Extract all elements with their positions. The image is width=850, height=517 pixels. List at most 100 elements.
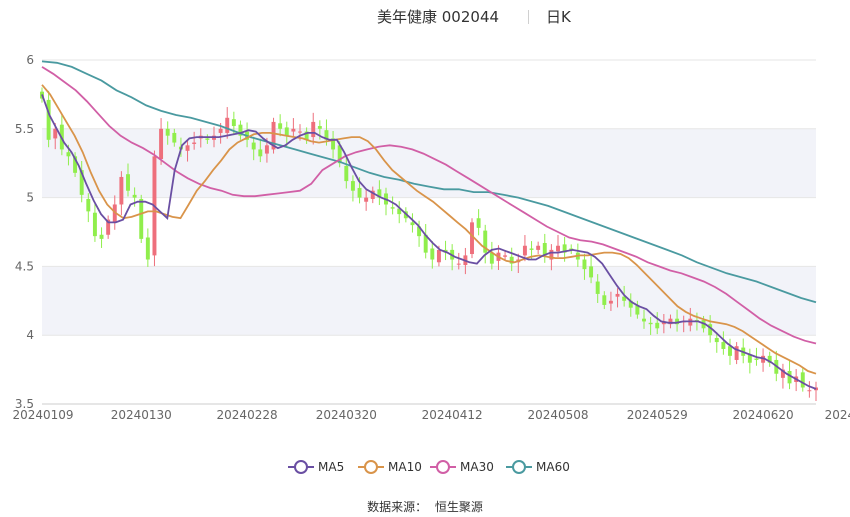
candle[interactable] — [172, 128, 177, 147]
candle[interactable] — [159, 118, 164, 165]
legend-item-ma5[interactable]: MA5 — [288, 458, 344, 476]
candle[interactable] — [205, 134, 210, 144]
candle[interactable] — [635, 300, 640, 319]
candle[interactable] — [470, 218, 474, 259]
candle[interactable] — [291, 118, 296, 138]
candle[interactable] — [655, 312, 660, 335]
candle[interactable] — [668, 314, 673, 329]
candle[interactable] — [569, 244, 574, 255]
candle[interactable] — [126, 163, 130, 197]
candle-body — [225, 117, 230, 133]
candle[interactable] — [86, 193, 91, 223]
legend-label: MA60 — [536, 460, 570, 474]
candle[interactable] — [119, 171, 124, 216]
candle[interactable] — [728, 338, 732, 365]
candle[interactable] — [145, 228, 150, 267]
candle[interactable] — [456, 252, 461, 270]
candle[interactable] — [370, 186, 375, 204]
candle[interactable] — [304, 127, 309, 144]
candle[interactable] — [278, 114, 283, 137]
candle[interactable] — [814, 381, 818, 401]
candle[interactable] — [780, 363, 785, 389]
candle[interactable] — [747, 348, 752, 374]
candle[interactable] — [476, 209, 481, 236]
candle-body — [761, 355, 766, 363]
candle[interactable] — [258, 138, 263, 163]
legend-item-ma10[interactable]: MA10 — [358, 458, 422, 476]
candle[interactable] — [390, 196, 395, 215]
candle-body — [79, 170, 84, 195]
candle-body — [509, 256, 514, 264]
candle[interactable] — [99, 227, 104, 248]
candle[interactable] — [542, 233, 547, 263]
title-separator — [528, 10, 529, 24]
candle[interactable] — [595, 274, 600, 304]
candle[interactable] — [509, 247, 514, 272]
candle[interactable] — [271, 117, 276, 154]
candle[interactable] — [417, 220, 422, 247]
candle[interactable] — [251, 136, 256, 161]
ma60-line — [41, 60, 817, 304]
candle[interactable] — [642, 309, 646, 329]
candle[interactable] — [602, 291, 607, 310]
plot-band-1 — [42, 266, 816, 336]
candle[interactable] — [344, 156, 349, 189]
candle[interactable] — [761, 348, 766, 372]
candle[interactable] — [46, 90, 51, 148]
candle[interactable] — [192, 131, 197, 150]
candle[interactable] — [139, 194, 144, 244]
candle[interactable] — [430, 241, 435, 269]
candle[interactable] — [331, 131, 336, 159]
legend-marker — [358, 460, 384, 474]
candle[interactable] — [92, 202, 97, 242]
period-label[interactable]: 日K — [546, 8, 571, 26]
candle[interactable] — [767, 351, 772, 367]
candle[interactable] — [556, 235, 560, 258]
candle[interactable] — [165, 121, 170, 145]
candle[interactable] — [721, 331, 726, 355]
candle[interactable] — [589, 255, 594, 284]
legend-item-ma60[interactable]: MA60 — [506, 458, 570, 476]
candle[interactable] — [106, 215, 111, 239]
candle[interactable] — [615, 288, 620, 308]
candle[interactable] — [73, 152, 78, 177]
candle[interactable] — [807, 381, 812, 398]
candle-body — [602, 295, 607, 305]
candle[interactable] — [311, 112, 316, 145]
candle[interactable] — [648, 317, 653, 335]
candle[interactable] — [536, 241, 541, 255]
legend-item-ma30[interactable]: MA30 — [430, 458, 494, 476]
candle[interactable] — [79, 160, 84, 203]
candle[interactable] — [489, 241, 494, 270]
candle[interactable] — [238, 120, 243, 140]
candle[interactable] — [397, 201, 402, 224]
candle[interactable] — [708, 315, 713, 343]
candle[interactable] — [423, 224, 428, 259]
candle[interactable] — [284, 121, 289, 147]
candle[interactable] — [350, 175, 355, 202]
candle[interactable] — [483, 224, 488, 264]
legend: MA5 MA10 MA30 MA60 — [0, 458, 850, 476]
candle[interactable] — [377, 180, 382, 206]
candle[interactable] — [628, 293, 633, 317]
candle[interactable] — [800, 368, 805, 392]
candle-body — [754, 358, 759, 360]
candle[interactable] — [714, 332, 719, 353]
candle[interactable] — [675, 309, 680, 332]
candle[interactable] — [608, 291, 613, 311]
candle[interactable] — [364, 190, 369, 211]
legend-marker — [288, 460, 314, 474]
candle-body — [562, 244, 567, 253]
candle-body — [642, 318, 646, 322]
candle[interactable] — [582, 253, 587, 280]
candle-body — [311, 121, 316, 138]
candle[interactable] — [734, 342, 739, 365]
candle[interactable] — [185, 139, 190, 162]
candle-body — [787, 370, 792, 384]
candle[interactable] — [225, 107, 230, 139]
candle[interactable] — [443, 240, 448, 261]
candle[interactable] — [410, 213, 415, 233]
kline-chart[interactable]: 65.554.543.5 20240109 20240130 20240228 202… — [0, 0, 850, 450]
candle[interactable] — [522, 235, 527, 262]
candle-body — [714, 337, 719, 343]
